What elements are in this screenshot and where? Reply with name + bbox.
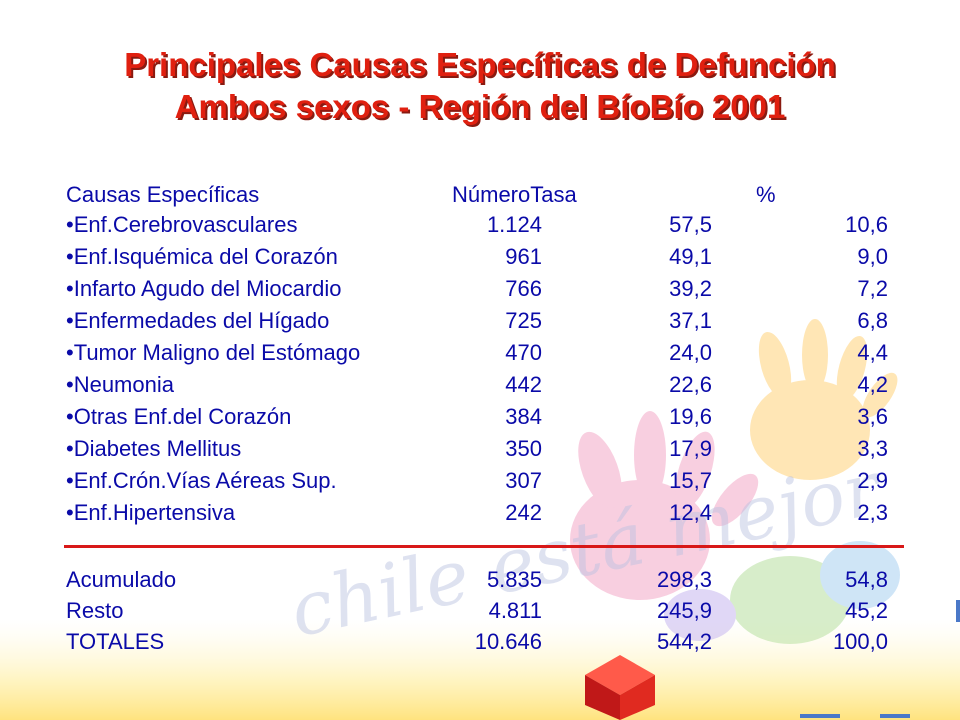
slide-title-line-2: Ambos sexos - Región del BíoBío 2001: [174, 88, 786, 125]
header-cause: Causas Específicas: [66, 182, 260, 207]
totals-number: 5.835: [486, 567, 542, 592]
row-percent: 9,0: [857, 244, 888, 269]
row-rate: 57,5: [669, 212, 712, 237]
row-rate: 39,2: [669, 276, 712, 301]
totals-percent: 100,0: [832, 629, 888, 654]
row-rate: 15,7: [669, 468, 712, 493]
row-cause: •Infarto Agudo del Miocardio: [66, 276, 342, 301]
slide-title-line-1: Principales Causas Específicas de Defunc…: [124, 46, 836, 83]
row-percent: 4,4: [857, 340, 888, 365]
totals-rate: 245,9: [656, 598, 712, 623]
row-number: 384: [505, 404, 542, 429]
row-rate: 37,1: [669, 308, 712, 333]
row-number: 1.124: [486, 212, 542, 237]
row-percent: 6,8: [857, 308, 888, 333]
row-number: 242: [505, 500, 542, 525]
header-number-rate: NúmeroTasa: [452, 182, 577, 207]
row-number: 766: [505, 276, 542, 301]
row-cause: •Enfermedades del Hígado: [66, 308, 330, 333]
totals-percent: 54,8: [845, 567, 888, 592]
row-cause: •Enf.Isquémica del Corazón: [66, 244, 338, 269]
row-number: 725: [505, 308, 542, 333]
row-percent: 7,2: [857, 276, 888, 301]
row-percent: 2,9: [857, 468, 888, 493]
row-percent: 3,6: [857, 404, 888, 429]
row-rate: 49,1: [669, 244, 712, 269]
totals-label: Resto: [66, 598, 124, 623]
row-cause: •Tumor Maligno del Estómago: [66, 340, 361, 365]
corner-marks: [800, 600, 960, 718]
row-percent: 3,3: [857, 436, 888, 461]
row-number: 961: [505, 244, 542, 269]
row-number: 307: [505, 468, 542, 493]
row-number: 350: [505, 436, 542, 461]
totals-number: 4.811: [488, 598, 542, 623]
totals-rate: 298,3: [656, 567, 712, 592]
totals-label: Acumulado: [66, 567, 177, 592]
row-cause: •Diabetes Mellitus: [66, 436, 242, 461]
row-cause: •Enf.Hipertensiva: [66, 500, 236, 525]
row-cause: •Neumonia: [66, 372, 174, 397]
totals-percent: 45,2: [845, 598, 888, 623]
header-percent: %: [756, 182, 776, 207]
row-number: 442: [505, 372, 542, 397]
totals-label: TOTALES: [66, 629, 165, 654]
row-percent: 10,6: [845, 212, 888, 237]
divider-line: [64, 545, 904, 548]
row-cause: •Enf.Cerebrovasculares: [66, 212, 298, 237]
row-rate: 12,4: [669, 500, 712, 525]
row-rate: 22,6: [669, 372, 712, 397]
row-rate: 17,9: [669, 436, 712, 461]
row-cause: •Enf.Crón.Vías Aéreas Sup.: [66, 468, 337, 493]
totals-number: 10.646: [474, 629, 542, 654]
row-number: 470: [505, 340, 542, 365]
row-rate: 24,0: [669, 340, 712, 365]
totals-rate: 544,2: [656, 629, 712, 654]
hand-prints-decoration: [570, 319, 900, 644]
row-percent: 2,3: [857, 500, 888, 525]
row-rate: 19,6: [669, 404, 712, 429]
row-percent: 4,2: [857, 372, 888, 397]
row-cause: •Otras Enf.del Corazón: [66, 404, 292, 429]
cube-logo: [585, 655, 655, 720]
